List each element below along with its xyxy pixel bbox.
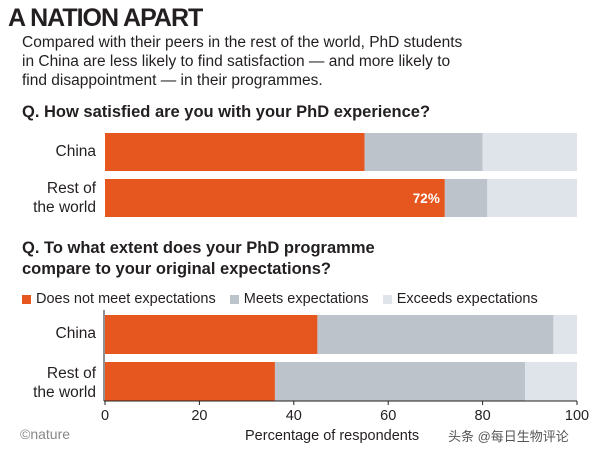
legend-label: Exceeds expectations	[396, 291, 538, 307]
watermark: 头条 @每日生物评论	[448, 429, 569, 444]
legend-label: Does not meet expectations	[36, 291, 216, 307]
chart1-category-rest: Rest of the world	[0, 179, 96, 217]
chart1-category-china: China	[0, 142, 97, 161]
legend-item: Does not meet expectations	[22, 291, 216, 307]
chart2-category-china: China	[0, 324, 97, 343]
legend-swatch-light	[382, 294, 392, 304]
bar-segment-chart2-row1-series1	[105, 315, 318, 354]
legend: Does not meet expectations Meets expecta…	[22, 291, 552, 307]
category-label: China	[55, 325, 97, 342]
bar-segment-chart1-row2-series1	[105, 179, 445, 217]
bar-segment-chart2-row2-series1	[105, 362, 275, 401]
data-label: 72%	[413, 191, 440, 206]
bar-segment-chart1-row2-series3	[487, 179, 577, 217]
question-2-line: Q. To what extent does your PhD programm…	[22, 239, 375, 257]
bar-segment-chart1-row1-series1	[105, 133, 365, 171]
legend-item: Exceeds expectations	[382, 291, 538, 307]
category-label: Rest of	[46, 365, 96, 382]
bar-segment-chart1-row1-series2	[364, 133, 483, 171]
chart2-category-rest: Rest of the world	[0, 364, 96, 402]
nature-logo: ©nature	[20, 426, 71, 442]
legend-swatch-grey	[229, 294, 239, 304]
category-label: the world	[33, 384, 96, 401]
bar-segment-chart1-row1-series3	[482, 133, 577, 171]
bar-segment-chart2-row1-series3	[553, 315, 577, 354]
x-tick-label: 0	[101, 408, 109, 424]
bar-segment-chart2-row2-series2	[274, 362, 526, 401]
question-2-line: compare to your original expectations?	[22, 260, 331, 278]
chart-title: A NATION APART	[8, 4, 203, 32]
subtitle-line: Compared with their peers in the rest of…	[22, 34, 463, 51]
legend-swatch-orange	[22, 294, 31, 304]
x-tick-label: 60	[380, 408, 396, 424]
legend-label: Meets expectations	[243, 291, 369, 307]
bar-segment-chart1-row2-series2	[444, 179, 488, 217]
category-label: China	[55, 143, 97, 160]
x-axis-title: Percentage of respondents	[245, 428, 420, 444]
x-tick-label: 80	[475, 408, 491, 424]
subtitle-line: in China are less likely to find satisfa…	[22, 53, 451, 70]
bar-segment-chart2-row1-series2	[317, 315, 554, 354]
question-2: Q. To what extent does your PhD programm…	[22, 238, 375, 280]
x-tick-label: 20	[191, 408, 207, 424]
x-tick-label: 100	[565, 408, 589, 424]
question-1-text: Q. How satisfied are you with your PhD e…	[22, 103, 431, 121]
category-label: Rest of	[46, 180, 96, 197]
x-tick-label: 40	[286, 408, 302, 424]
question-1: Q. How satisfied are you with your PhD e…	[22, 102, 430, 123]
chart-subtitle: Compared with their peers in the rest of…	[22, 33, 582, 90]
subtitle-line: find disappointment — in their programme…	[22, 72, 323, 89]
category-label: the world	[33, 199, 96, 216]
bar-segment-chart2-row2-series3	[525, 362, 577, 401]
legend-item: Meets expectations	[229, 291, 369, 307]
